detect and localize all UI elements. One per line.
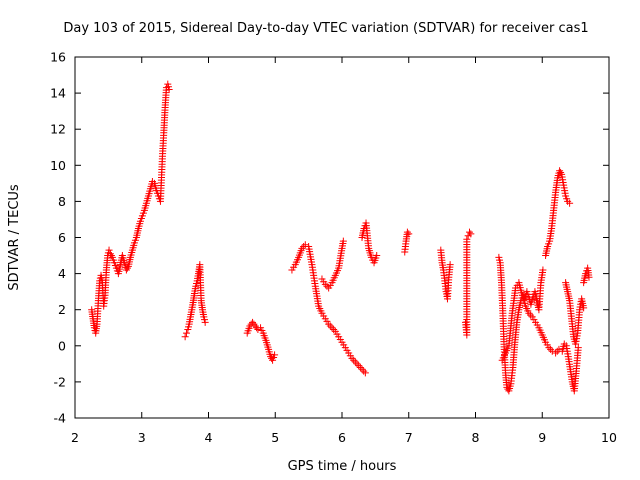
series-arc-3 (243, 318, 279, 364)
data-point (525, 309, 533, 317)
x-tick-label: 6 (338, 430, 346, 445)
data-point (356, 363, 364, 371)
series-arc-14 (558, 340, 582, 395)
y-tick-label: 8 (58, 194, 66, 209)
data-point (361, 369, 369, 377)
x-tick-label: 4 (205, 430, 213, 445)
series-arc-4 (288, 241, 369, 377)
data-point (351, 358, 359, 366)
data-point (201, 318, 209, 326)
y-axis-label: SDTVAR / TECUs (7, 184, 22, 291)
data-point (122, 266, 130, 274)
series-arc-9 (461, 228, 475, 339)
y-tick-label: -4 (54, 411, 67, 426)
data-point (251, 322, 259, 330)
data-point (321, 280, 329, 288)
data-point (585, 273, 593, 281)
data-point (355, 362, 363, 370)
series-arc-8 (437, 246, 454, 303)
data-point (323, 282, 331, 290)
y-tick-label: 6 (58, 230, 66, 245)
data-point (339, 237, 347, 245)
x-axis-label: GPS time / hours (288, 459, 397, 474)
data-point (249, 318, 257, 326)
data-point (467, 230, 475, 238)
plot-frame (74, 56, 610, 419)
data-point (181, 333, 189, 341)
data-point (298, 244, 306, 252)
data-point (360, 367, 368, 375)
data-point (330, 326, 338, 334)
series-arc-1 (88, 80, 173, 337)
data-point (353, 360, 361, 368)
data-point (250, 320, 258, 328)
data-point (373, 252, 381, 260)
data-point (325, 320, 333, 328)
data-point (267, 353, 275, 361)
data-point (348, 354, 356, 362)
data-point (106, 250, 114, 258)
data-point (465, 228, 473, 236)
data-point (527, 311, 535, 319)
x-tick-label: 10 (601, 430, 617, 445)
data-point (123, 264, 131, 272)
axis-ticks: 2 3 4 5 6 7 8 9 10 -4 -2 0 2 4 6 8 10 12 14 16 (50, 50, 617, 446)
data-point (405, 230, 413, 238)
y-tick-label: -2 (54, 374, 66, 389)
series-arc-11 (498, 279, 563, 364)
series-arc-12 (542, 167, 574, 260)
series-arc-7 (401, 228, 413, 256)
data-point (350, 356, 358, 364)
y-tick-label: 4 (58, 266, 66, 281)
data-point (566, 199, 574, 207)
data-point (580, 304, 588, 312)
data-point (271, 351, 279, 359)
data-point (539, 266, 547, 274)
series-arc-6 (358, 219, 381, 267)
data-point (446, 261, 454, 269)
data-point (574, 344, 582, 352)
y-tick-label: 0 (58, 338, 66, 353)
data-points (88, 80, 593, 395)
series-arc-10 (495, 253, 547, 395)
series-arc-5 (318, 237, 347, 292)
data-point (107, 252, 115, 260)
data-point (301, 241, 309, 249)
data-point (547, 345, 555, 353)
y-tick-label: 12 (50, 122, 66, 137)
y-tick-label: 14 (50, 86, 66, 101)
data-point (463, 235, 471, 243)
x-tick-label: 3 (138, 430, 146, 445)
data-point (326, 322, 334, 330)
data-point (403, 228, 411, 236)
data-point (358, 365, 366, 373)
data-point (105, 246, 113, 254)
y-tick-label: 2 (58, 302, 66, 317)
x-tick-label: 5 (271, 430, 279, 445)
data-point (328, 324, 336, 332)
data-point (545, 344, 553, 352)
x-tick-label: 2 (71, 430, 79, 445)
x-tick-label: 8 (472, 430, 480, 445)
series-arc-2 (181, 261, 209, 341)
data-point (182, 329, 190, 337)
series-arc-13 (562, 279, 588, 348)
data-point (555, 345, 563, 353)
y-tick-label: 16 (50, 50, 66, 65)
data-point (556, 167, 564, 175)
data-point (552, 349, 560, 357)
series-arc-15 (580, 264, 593, 287)
data-point (165, 85, 173, 93)
chart-title: Day 103 of 2015, Sidereal Day-to-day VTE… (63, 21, 588, 36)
y-tick-label: 10 (50, 158, 66, 173)
x-tick-label: 9 (538, 430, 546, 445)
data-point (557, 169, 565, 177)
x-tick-label: 7 (405, 430, 413, 445)
